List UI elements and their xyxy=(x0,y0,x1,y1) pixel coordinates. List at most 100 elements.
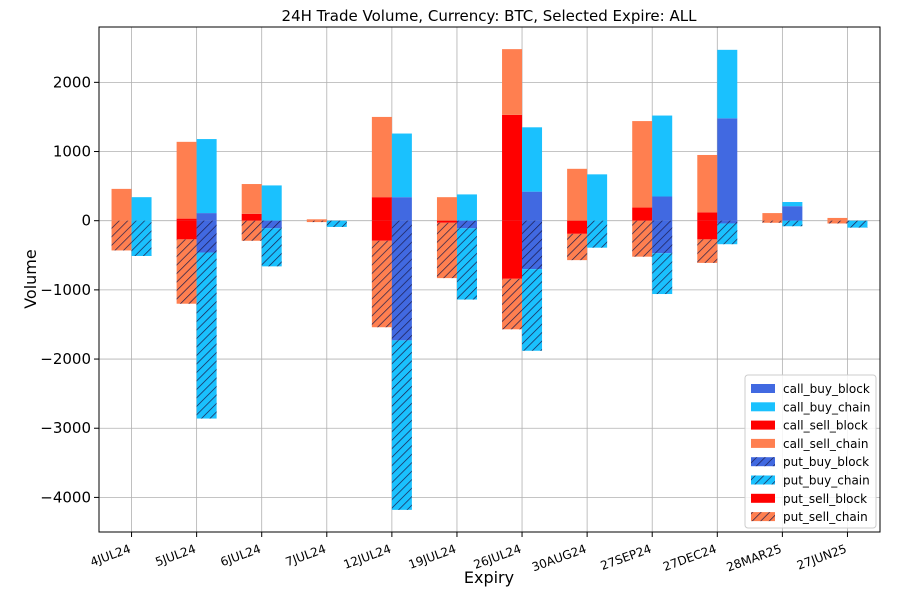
legend: call_buy_block call_buy_chain call_sell_bl… xyxy=(744,374,877,529)
bar-hatch xyxy=(261,220,282,229)
bar-call-buy-block xyxy=(652,196,673,221)
bar-call-buy-block xyxy=(717,118,738,221)
bar-call-sell-block xyxy=(697,212,718,221)
legend-swatch xyxy=(751,438,775,448)
x-tick-label: 27SEP24 xyxy=(599,542,654,573)
bar-hatch xyxy=(652,253,673,295)
bar-hatch xyxy=(196,220,217,253)
bar-put-sell-block xyxy=(697,220,718,240)
legend-label: call_sell_block xyxy=(783,419,868,433)
bar-hatch xyxy=(567,233,588,261)
y-tick-label: 2000 xyxy=(53,73,91,91)
legend-label: put_sell_block xyxy=(783,492,867,506)
legend-swatch xyxy=(751,384,775,393)
plot-frame xyxy=(98,26,881,533)
bar-call-buy-chain xyxy=(131,197,152,221)
x-axis-title: Expiry xyxy=(464,568,514,587)
bar-hatch xyxy=(196,252,217,419)
bar-hatch xyxy=(436,222,457,279)
legend-swatch xyxy=(751,420,775,430)
bar-call-buy-chain xyxy=(456,194,477,221)
bar-call-buy-chain xyxy=(391,133,412,198)
bar-hatch xyxy=(762,220,783,223)
bar-call-buy-chain xyxy=(196,139,217,214)
bars xyxy=(111,49,868,510)
bar-hatch xyxy=(717,223,738,245)
bar-hatch xyxy=(782,220,803,227)
bar-call-sell-chain xyxy=(632,121,653,208)
x-tick-label: 7JUL24 xyxy=(284,542,328,569)
bar-call-buy-block xyxy=(196,213,217,221)
y-axis: 2000 1000 0 −1000 −2000 −3000 −4000 xyxy=(40,73,99,506)
legend-label: put_buy_block xyxy=(783,455,869,469)
x-tick-label: 4JUL24 xyxy=(88,542,132,569)
bar-hatch xyxy=(456,220,477,229)
bar-call-sell-chain xyxy=(502,49,523,115)
x-tick-label: 27DEC24 xyxy=(661,542,718,574)
bar-hatch xyxy=(717,220,738,224)
bar-call-buy-chain xyxy=(652,115,673,197)
bar-hatch xyxy=(522,269,543,351)
legend-box xyxy=(744,374,877,529)
y-axis-title: Volume xyxy=(21,249,40,309)
bar-put-sell-block xyxy=(371,220,392,241)
x-tick-label: 27JUN25 xyxy=(795,542,849,573)
bar-hatch xyxy=(502,278,523,330)
x-tick-label: 6JUL24 xyxy=(219,542,263,569)
bar-hatch xyxy=(827,220,848,224)
bar-call-sell-chain xyxy=(762,213,783,221)
x-tick-label: 12JUL24 xyxy=(342,542,393,572)
bar-hatch xyxy=(697,239,718,263)
bar-hatch xyxy=(391,220,412,341)
bar-call-sell-block xyxy=(371,197,392,221)
legend-label: put_sell_chain xyxy=(783,510,868,524)
bar-call-sell-chain xyxy=(436,197,457,221)
bar-hatch xyxy=(326,220,347,227)
bar-hatch xyxy=(847,220,868,228)
bar-hatch xyxy=(111,220,132,251)
x-tick-label: 5JUL24 xyxy=(153,542,197,569)
bar-put-sell-block xyxy=(176,220,197,240)
bar-call-buy-block xyxy=(391,197,412,221)
bar-call-sell-chain xyxy=(827,217,848,221)
legend-swatch-hatch xyxy=(751,512,775,522)
bar-call-sell-chain xyxy=(241,184,262,214)
legend-label: put_buy_chain xyxy=(783,474,870,488)
chart-title: 24H Trade Volume, Currency: BTC, Selecte… xyxy=(282,7,698,25)
bar-call-sell-block xyxy=(502,114,523,221)
bar-hatch xyxy=(456,228,477,300)
bar-call-buy-chain xyxy=(522,127,543,192)
x-tick-label: 28MAR25 xyxy=(725,542,784,575)
bar-call-buy-chain xyxy=(587,174,608,221)
bar-hatch xyxy=(391,340,412,510)
bar-hatch xyxy=(587,220,608,248)
bar-call-buy-block xyxy=(522,191,543,221)
legend-swatch xyxy=(751,493,775,503)
legend-label: call_buy_chain xyxy=(783,400,870,414)
x-tick-label: 19JUL24 xyxy=(407,542,458,572)
bar-call-buy-chain xyxy=(261,185,282,221)
y-tick-label: −3000 xyxy=(40,419,91,437)
bar-hatch xyxy=(306,220,327,223)
legend-label: call_sell_chain xyxy=(783,437,868,451)
bar-put-sell-block xyxy=(567,220,588,234)
y-tick-label: −4000 xyxy=(40,488,91,506)
bar-call-sell-chain xyxy=(176,141,197,219)
bar-call-sell-chain xyxy=(371,116,392,198)
y-tick-label: −2000 xyxy=(40,350,91,368)
bar-call-sell-chain xyxy=(306,219,327,221)
bar-hatch xyxy=(371,240,392,328)
bar-call-buy-chain xyxy=(782,202,803,207)
bar-hatch xyxy=(131,220,152,256)
bar-hatch xyxy=(522,220,543,270)
bar-hatch xyxy=(176,239,197,304)
bar-call-sell-chain xyxy=(111,188,132,221)
bar-put-sell-block xyxy=(436,220,457,223)
bar-call-sell-chain xyxy=(697,154,718,213)
bar-hatch xyxy=(261,228,282,267)
bar-hatch xyxy=(632,220,653,257)
bar-hatch xyxy=(241,220,262,241)
legend-swatch-hatch xyxy=(751,457,775,467)
y-tick-label: 1000 xyxy=(53,143,91,161)
